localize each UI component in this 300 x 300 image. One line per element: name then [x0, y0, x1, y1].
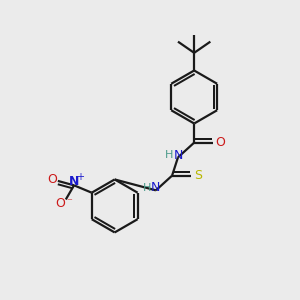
Text: O: O: [215, 136, 225, 149]
Text: N: N: [69, 175, 79, 188]
Text: H: H: [165, 150, 173, 160]
Text: N: N: [151, 182, 160, 194]
Text: S: S: [194, 169, 202, 182]
Text: ⁻: ⁻: [66, 197, 72, 207]
Text: O: O: [56, 197, 65, 210]
Text: +: +: [76, 172, 84, 182]
Text: H: H: [143, 183, 151, 193]
Text: N: N: [173, 148, 183, 161]
Text: O: O: [47, 173, 57, 186]
